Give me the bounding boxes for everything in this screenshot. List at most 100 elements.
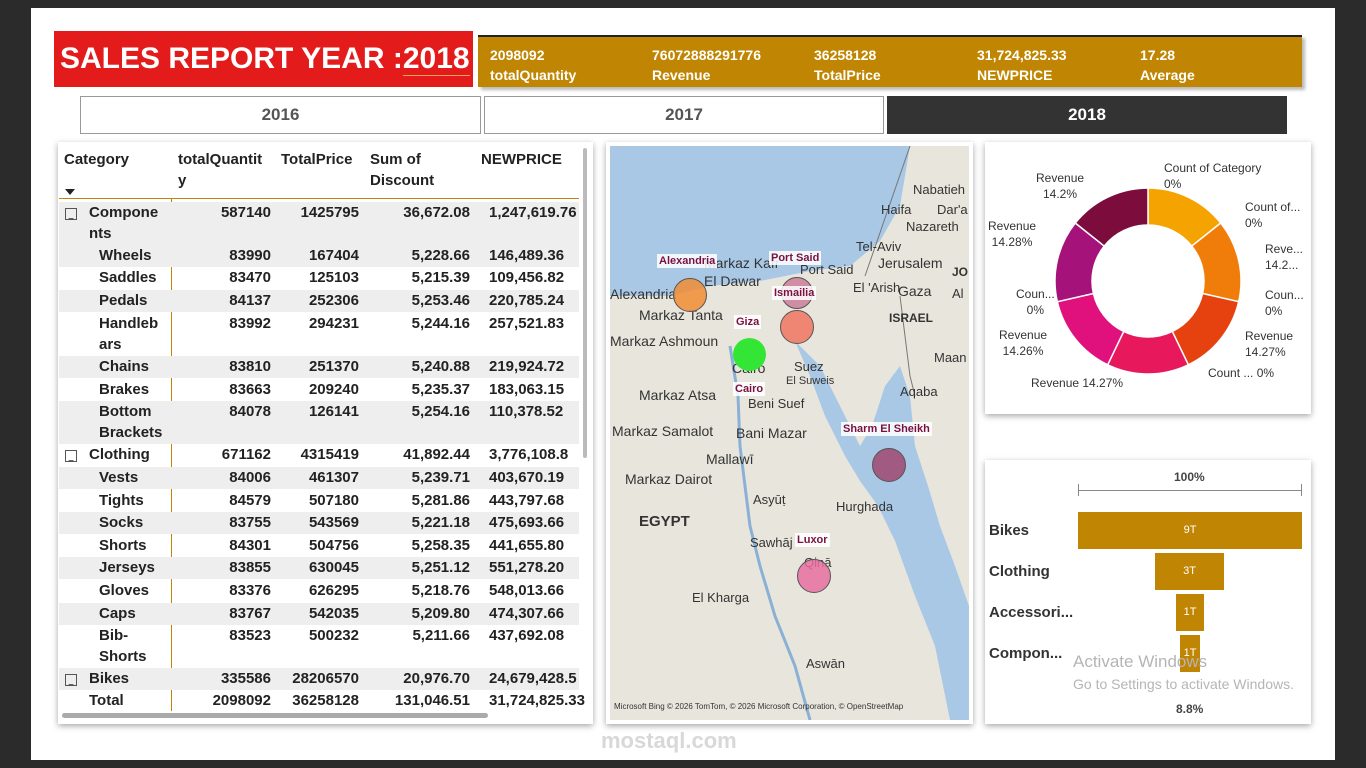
col-header-total-quantity[interactable]: totalQuantit y [178,149,262,191]
table-row[interactable]: Handleb ars 83992 294231 5,244.16 257,521… [59,313,579,356]
map-label: Dar'a [937,202,968,217]
table-row[interactable]: Socks 83755 543569 5,221.18 475,693.66 [59,512,579,534]
city-label: Ismailia [772,286,817,300]
kpi-total-quantity: 2098092 totalQuantity [490,45,576,85]
sales-map[interactable]: Nabatieh Haifa Dar'a Nazareth Tel-Aviv J… [610,146,969,720]
cell-total-price: 209240 [308,381,359,398]
vertical-scrollbar[interactable] [583,148,587,458]
map-label: Markaz Ashmoun [610,333,719,349]
cell-quantity: 83992 [229,315,271,332]
map-label: Aswān [806,656,846,671]
row-label: Wheels [99,247,152,264]
map-bubble-sharm-el-sheikh[interactable] [872,448,906,482]
cell-quantity: 84301 [229,537,271,554]
cell-discount: 5,240.88 [411,358,470,375]
cell-discount: 5,221.18 [411,514,470,531]
row-label-line: Bottom [99,403,152,420]
cell-quantity: 83663 [229,381,271,398]
donut-slice[interactable] [1074,187,1149,248]
cell-discount: 5,235.37 [411,381,470,398]
map-bubble-giza[interactable] [733,338,766,371]
city-label: Giza [734,315,762,329]
row-label: Socks [99,514,144,531]
table-row[interactable]: Bottom Brackets 84078 126141 5,254.16 110… [59,401,579,444]
cell-newprice: 474,307.66 [489,605,565,622]
collapse-icon[interactable]: − [65,674,77,691]
donut-label: Count of... 0% [1245,199,1300,231]
table-row[interactable]: Shorts 84301 504756 5,258.35 441,655.80 [59,535,579,557]
donut-label-line: 0% [1265,304,1283,318]
table-row[interactable]: Saddles 83470 125103 5,215.39 109,456.82 [59,267,579,289]
year-slicer-2016[interactable]: 2016 [80,96,481,134]
col-header-category[interactable]: Category [64,151,130,168]
cell-total-price: 294231 [308,315,359,332]
map-bubble-ismailia[interactable] [780,310,814,344]
map-label: EGYPT [639,513,690,530]
cell-discount: 5,254.16 [411,403,470,420]
cell-quantity: 671162 [221,446,271,463]
table-row[interactable]: Tights 84579 507180 5,281.86 443,797.68 [59,490,579,512]
table-row[interactable]: Vests 84006 461307 5,239.71 403,670.19 [59,467,579,489]
table-row-group-bikes[interactable]: − Bikes 335586 28206570 20,976.70 24,679… [59,668,579,691]
map-label: Jerusalem [878,255,943,271]
donut-label-line: Count of... [1245,200,1301,214]
year-slicer-2017[interactable]: 2017 [484,96,884,134]
cell-discount: 5,211.66 [412,627,470,644]
cell-newprice: 475,693.66 [489,514,565,531]
table-row[interactable]: Gloves 83376 626295 5,218.76 548,013.66 [59,580,579,602]
cell-total-price: 500232 [308,627,359,644]
table-row-group-components[interactable]: − Compone nts 587140 1425795 36,672.08 1,… [59,202,579,245]
funnel-top-percent: 100% [1174,470,1205,484]
map-label: Sawhāj [750,535,793,550]
donut-label-line: Revenue [988,219,1037,233]
donut-label-line: 0% [1245,216,1263,230]
row-label: Brakes [99,381,150,398]
map-label: Nazareth [906,219,959,234]
table-row[interactable]: Wheels 83990 167404 5,228.66 146,489.36 [59,245,579,267]
donut-label-line: 0% [1164,177,1182,191]
cell-newprice: 183,063.15 [489,381,565,398]
kpi-value: 17.28 [1140,47,1176,63]
city-label: Alexandria [657,254,718,268]
map-label: Port Said [800,262,854,277]
row-label-line: Bib- [99,627,129,644]
col-header-newprice[interactable]: NEWPRICE [481,151,562,168]
donut-label: Reve... 14.2... [1265,241,1303,273]
table-row[interactable]: Pedals 84137 252306 5,253.46 220,785.24 [59,290,579,312]
collapse-icon[interactable]: − [65,450,77,467]
donut-label-line: 14.26% [1002,344,1044,358]
sort-desc-icon[interactable] [65,189,75,195]
cell-total-price: 28206570 [292,670,359,687]
cell-total-price: 507180 [308,492,359,509]
funnel-bar-components[interactable]: 1T [1180,635,1200,672]
funnel-bar-clothing[interactable]: 3T [1155,553,1224,590]
row-label-line: ars [99,336,122,353]
map-bubble-alexandria[interactable] [673,278,707,312]
map-bubble-luxor[interactable] [797,559,831,593]
funnel-bar-bikes[interactable]: 9T [1078,512,1302,549]
table-row[interactable]: Caps 83767 542035 5,209.80 474,307.66 [59,603,579,625]
year-slicer-2018[interactable]: 2018 [887,96,1287,134]
donut-label: Revenue 14.27% [1031,376,1124,390]
table-row[interactable]: Bib- Shorts 83523 500232 5,211.66 437,692… [59,625,579,668]
map-attribution[interactable]: Microsoft Bing © 2026 TomTom, © 2026 Mic… [614,702,904,711]
table-row[interactable]: Chains 83810 251370 5,240.88 219,924.72 [59,356,579,378]
table-row-group-clothing[interactable]: − Clothing 671162 4315419 41,892.44 3,77… [59,444,579,467]
collapse-icon[interactable]: − [65,208,77,225]
map-label: Haifa [881,202,912,217]
funnel-bar-accessories[interactable]: 1T [1176,594,1204,631]
cell-discount: 5,239.71 [411,469,470,486]
row-label: Clothing [89,446,150,463]
cell-discount: 5,251.12 [411,559,470,576]
table-row[interactable]: Jerseys 83855 630045 5,251.12 551,278.20 [59,557,579,579]
donut-label-line: 14.27% [1245,345,1286,359]
col-header-sum-discount[interactable]: Sum of Discount [370,149,434,191]
table-row[interactable]: Brakes 83663 209240 5,235.37 183,063.15 [59,379,579,401]
col-header-total-price[interactable]: TotalPrice [281,151,353,168]
table-row-total: Total 2098092 36258128 131,046.51 31,724… [59,690,585,712]
horizontal-scrollbar[interactable] [62,713,488,718]
row-label-line: Shorts [99,648,147,665]
revenue-donut-chart[interactable] [985,142,1311,414]
kpi-card-bar: 2098092 totalQuantity 76072888291776 Reven… [478,35,1302,87]
map-label: Markaz Dairot [625,471,713,487]
